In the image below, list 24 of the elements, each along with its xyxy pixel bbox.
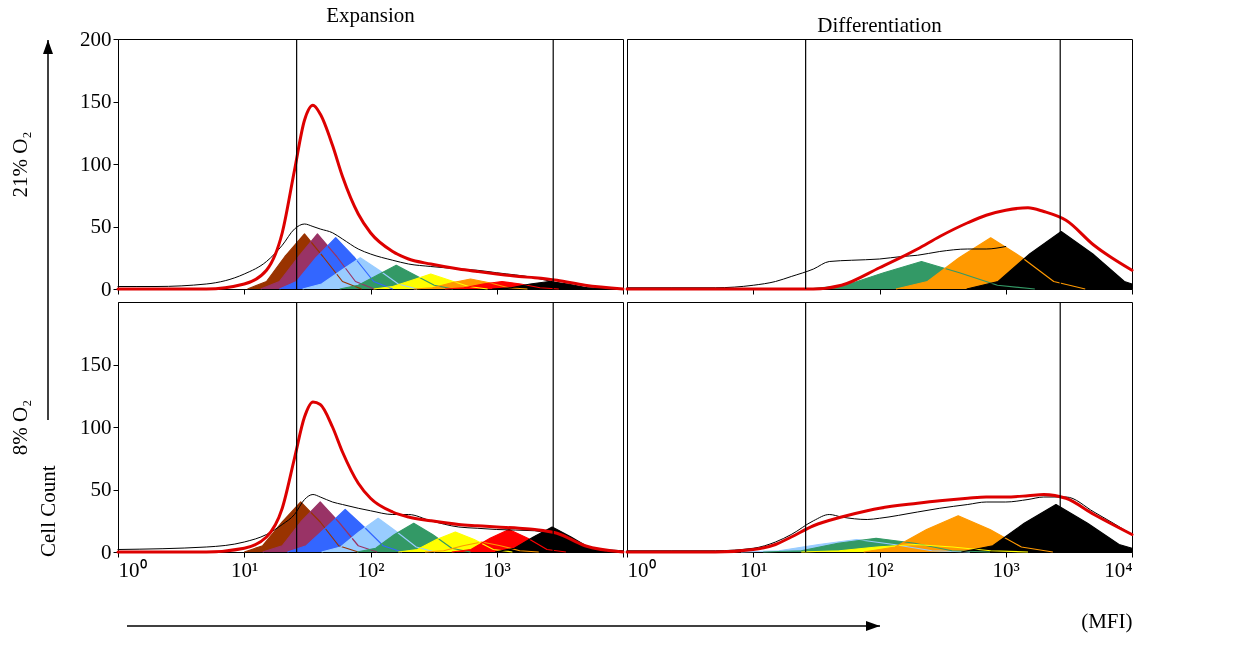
x-tick-label: 10¹	[740, 557, 768, 582]
y-tick-label: 50	[90, 214, 112, 238]
y-tick-label: 100	[80, 151, 112, 176]
x-tick-label: 10⁰	[118, 557, 147, 582]
x-tick-label: 10²	[357, 557, 385, 582]
y-tick-label: 100	[80, 414, 112, 439]
x-tick-label: 10³	[992, 557, 1020, 582]
text: Cell Count	[36, 465, 61, 557]
chart-title: Differentiation	[817, 13, 943, 38]
x-tick-label: 10²	[866, 557, 894, 582]
y-tick-label: 0	[101, 276, 112, 301]
y-axis-title: 21% O₂	[7, 131, 32, 198]
y-axis-title: 8% O₂	[7, 399, 32, 456]
y-tick-label: 150	[80, 89, 112, 113]
y-tick-label: 150	[80, 352, 112, 376]
y-tick-label: 0	[101, 539, 112, 564]
x-tick-label: 10¹	[231, 557, 259, 582]
y-tick-label: 50	[90, 477, 112, 501]
chart-title: Expansion	[326, 3, 416, 27]
x-tick-label: 10⁴	[1104, 557, 1133, 582]
x-tick-label: 10⁰	[627, 557, 656, 582]
x-tick-label: 10³	[483, 557, 511, 582]
y-tick-label: 200	[80, 26, 112, 51]
x-axis-title: (MFI)	[1081, 608, 1133, 633]
